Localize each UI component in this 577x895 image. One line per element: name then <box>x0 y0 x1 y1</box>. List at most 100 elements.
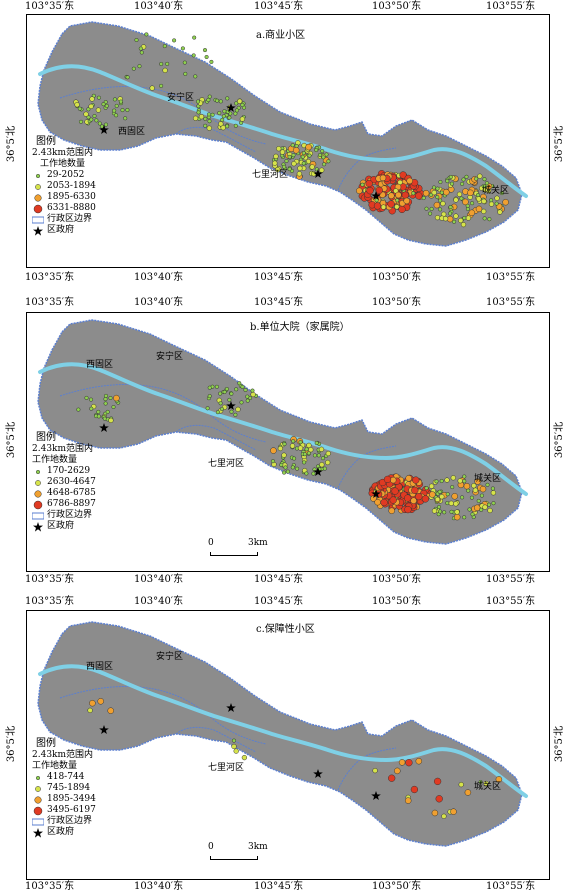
poi-dot <box>388 507 395 515</box>
poi-dot <box>125 107 130 113</box>
poi-dot <box>233 412 238 417</box>
poi-dot <box>203 123 208 128</box>
lat-label: 36°5′北 <box>554 421 566 459</box>
poi-dot <box>502 198 509 206</box>
poi-dot <box>449 509 454 514</box>
poi-dot <box>462 198 469 206</box>
poi-dot <box>462 515 467 520</box>
poi-dot <box>240 102 245 107</box>
poi-dot <box>435 195 440 200</box>
district-anning-a: 安宁区 <box>167 93 195 103</box>
gov-star-icon <box>313 467 323 476</box>
poi-dot <box>482 187 488 193</box>
poi-dot <box>120 108 125 113</box>
poi-dot <box>88 397 94 402</box>
poi-dot <box>205 406 210 411</box>
poi-dot <box>415 192 423 200</box>
poi-dot <box>411 486 419 494</box>
scalebar-line <box>210 856 258 860</box>
poi-dot <box>421 495 430 503</box>
legend-b: 图例 2.43km范围内 工作地数量 170-2629 2630-4647 46… <box>32 432 96 532</box>
poi-dot <box>134 37 139 43</box>
poi-dot <box>458 217 464 224</box>
lon-label: 103°55′东 <box>486 272 536 283</box>
scalebar-zero: 0 <box>208 842 214 852</box>
poi-dot <box>481 198 487 204</box>
poi-dot <box>325 459 331 466</box>
legend-boundary: 行政区边界 <box>32 510 96 521</box>
poi-dot <box>250 391 256 398</box>
lon-label: 103°50′东 <box>372 297 422 308</box>
lon-label: 103°55′东 <box>486 1 536 12</box>
gov-star-icon <box>371 191 381 200</box>
boundary-line-icon <box>32 512 44 520</box>
poi-dot <box>489 198 494 203</box>
poi-dot <box>453 501 459 507</box>
land-area <box>37 319 523 545</box>
gov-star-icon <box>226 401 236 410</box>
poi-dot <box>159 61 164 67</box>
gov-star-icon <box>371 489 381 498</box>
poi-dot <box>448 174 453 180</box>
poi-dot <box>484 181 489 186</box>
poi-dot <box>282 470 287 475</box>
poi-dot <box>453 513 461 521</box>
gov-star-icon <box>313 169 323 178</box>
poi-dot <box>237 381 242 386</box>
poi-dot <box>452 219 457 224</box>
poi-dot <box>292 147 300 154</box>
poi-dot <box>112 97 117 102</box>
poi-dot <box>320 149 325 154</box>
poi-dot <box>415 492 423 501</box>
poi-dot <box>380 498 388 507</box>
poi-dot <box>424 486 429 491</box>
poi-dot <box>108 417 114 424</box>
poi-dot <box>431 508 438 514</box>
poi-dot <box>218 99 223 104</box>
poi-dot <box>118 99 123 104</box>
district-anning-c: 安宁区 <box>156 652 184 662</box>
district-anning-b: 安宁区 <box>156 352 184 362</box>
star-icon <box>32 827 44 838</box>
poi-dot <box>231 738 237 743</box>
river-line <box>38 64 528 198</box>
poi-dot <box>196 110 201 115</box>
legend-dot-icon <box>32 795 44 805</box>
legend-class-2: 745-1894 <box>32 783 96 794</box>
poi-dot <box>433 201 441 209</box>
river-line <box>38 664 528 798</box>
legend-dot-icon <box>32 785 44 793</box>
poi-dot <box>410 785 419 794</box>
poi-dot <box>477 173 483 179</box>
poi-dot <box>301 151 306 156</box>
poi-dot <box>320 456 326 461</box>
poi-dot <box>103 401 108 406</box>
poi-dot <box>401 191 409 199</box>
poi-dot <box>318 446 325 452</box>
poi-dot <box>195 99 201 104</box>
poi-dot <box>453 197 459 203</box>
lon-label: 103°50′东 <box>372 1 422 12</box>
poi-dot <box>220 125 226 131</box>
poi-dot <box>309 164 315 170</box>
poi-dot <box>123 116 128 121</box>
poi-dot <box>488 201 495 207</box>
gov-star-icon <box>313 769 323 778</box>
poi-dot <box>111 404 116 410</box>
legend-title: 图例 <box>36 432 56 443</box>
poi-dot <box>438 179 443 185</box>
lon-label: 103°35′东 <box>25 574 75 585</box>
poi-dot <box>172 38 177 43</box>
legend-dot-icon <box>32 806 44 816</box>
poi-dot <box>388 774 396 782</box>
district-boundary <box>175 424 257 451</box>
poi-dot <box>433 777 442 786</box>
poi-dot <box>114 113 119 118</box>
lon-label: 103°40′东 <box>134 574 184 585</box>
poi-dot <box>287 154 292 159</box>
poi-dot <box>440 200 446 207</box>
poi-dot <box>476 498 481 503</box>
poi-dot <box>229 409 234 414</box>
poi-dot <box>270 447 277 454</box>
poi-dot <box>89 406 94 411</box>
